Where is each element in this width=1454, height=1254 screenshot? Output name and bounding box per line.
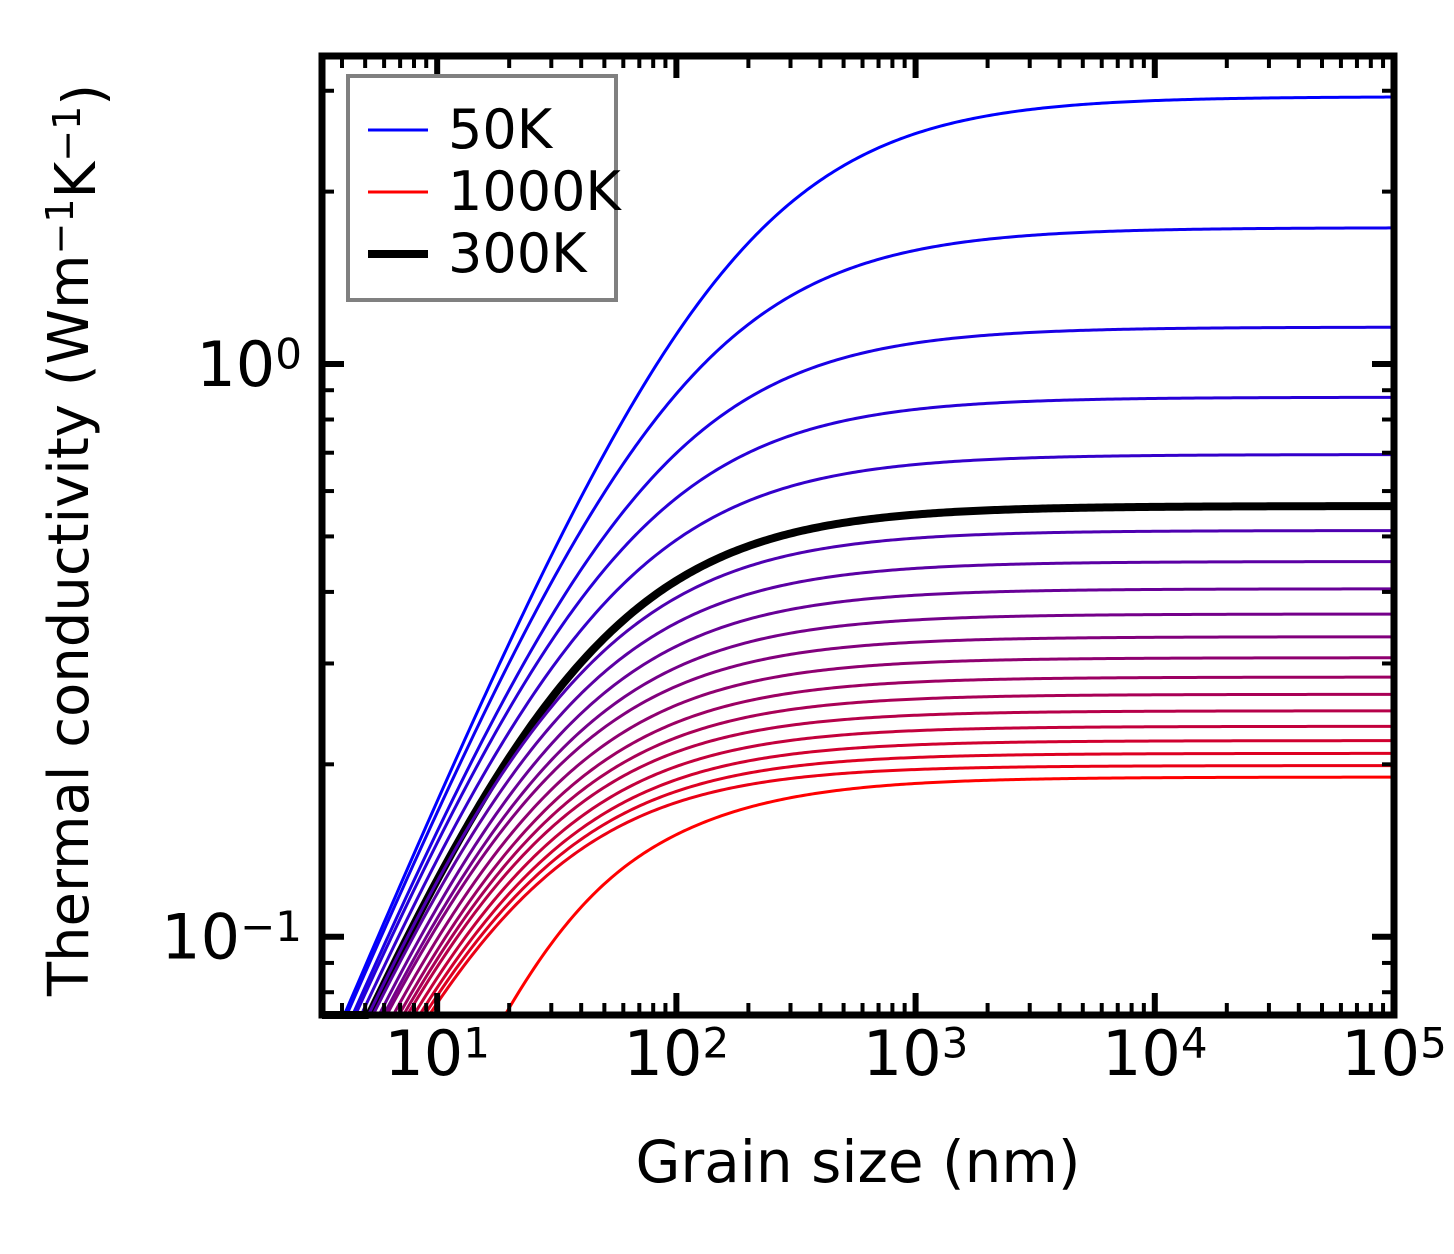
series-line-300K [320,502,1396,1019]
legend-item-1000K[interactable]: 1000K [368,160,622,223]
series-line-900K [322,751,1394,1017]
x-tick-label-10¹: 101 [384,1017,490,1090]
svg-text:10−1: 10−1 [161,901,302,974]
legend-item-50K[interactable]: 50K [368,98,554,161]
series-line-350K [322,529,1394,1017]
legend-label-300K: 300K [448,222,588,285]
legend-item-300K[interactable]: 300K [368,222,588,285]
series-line-650K [322,675,1394,1017]
plot-curves [320,95,1396,1019]
x-tick-label-10⁴: 104 [1102,1017,1208,1090]
y-axis-ticks [322,88,1394,995]
series-line-600K [322,656,1394,1017]
y-axis-title: Thermal conductivity (Wm−1K−1) [37,84,116,997]
svg-text:Thermal conductivity (Wm−1K−1): Thermal conductivity (Wm−1K−1) [37,84,116,997]
svg-text:104: 104 [1102,1017,1208,1090]
svg-text:Grain size (nm): Grain size (nm) [635,1128,1080,1196]
series-line-550K [322,635,1395,1017]
series-line-200K [322,395,1394,1017]
series-line-950K [322,764,1394,1017]
series-line-800K [322,724,1394,1017]
legend-label-1000K: 1000K [448,160,622,223]
x-axis-ticks [339,56,1397,1015]
series-line-100K [322,226,1395,1017]
x-tick-label-10⁵: 105 [1341,1017,1447,1090]
series-line-450K [322,587,1394,1017]
legend-frame [346,74,618,302]
y-tick-label-10⁰: 100 [196,328,302,401]
series-line-400K [322,560,1394,1017]
x-tick-label-10³: 103 [863,1017,969,1090]
series-line-150K [322,325,1395,1017]
legend-label-50K: 50K [448,98,554,161]
series-line-500K [322,612,1394,1017]
svg-text:105: 105 [1341,1017,1447,1090]
x-tick-label-10²: 102 [624,1017,730,1090]
y-tick-label-10⁻¹: 10−1 [161,901,302,974]
svg-text:103: 103 [863,1017,969,1090]
svg-text:100: 100 [196,328,302,401]
x-axis-tick-labels: 101 102 103 104 105 [384,1017,1446,1090]
series-line-50K [322,95,1395,1017]
x-axis-title: Grain size (nm) [635,1128,1080,1196]
svg-text:102: 102 [624,1017,730,1090]
y-axis-tick-labels: 10−1 100 [161,328,302,974]
series-line-850K [322,739,1394,1017]
series-line-250K [322,453,1395,1017]
series-line-1000K [322,775,1395,1017]
svg-text:101: 101 [384,1017,490,1090]
series-line-750K [322,709,1394,1017]
series-line-700K [322,692,1395,1017]
